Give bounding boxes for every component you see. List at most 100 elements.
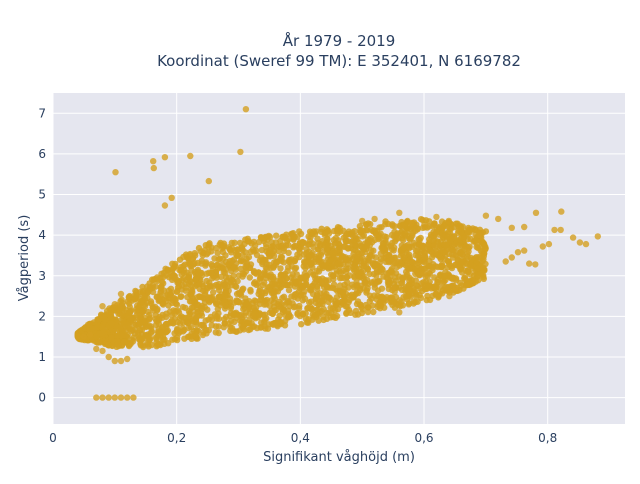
cloud-point — [287, 313, 294, 320]
cloud-point — [207, 297, 214, 304]
cloud-point — [163, 328, 170, 336]
cloud-point — [457, 279, 464, 287]
cloud-point — [394, 230, 401, 237]
cloud-point — [221, 315, 228, 323]
cloud-point — [392, 293, 400, 301]
cloud-point — [305, 248, 313, 255]
cloud-point — [449, 251, 456, 258]
cloud-point — [181, 335, 188, 342]
cloud-point — [431, 274, 438, 281]
cloud-point — [364, 304, 372, 311]
cloud-point — [154, 277, 161, 285]
cloud-point — [268, 243, 275, 251]
cloud-point — [339, 267, 347, 274]
cloud-point — [464, 281, 471, 289]
cloud-point — [332, 314, 339, 321]
cloud-point — [426, 278, 433, 285]
data-point — [446, 292, 453, 300]
cloud-point — [247, 288, 254, 295]
y-axis-ticks: 0 1 2 3 4 5 6 7 — [38, 106, 46, 404]
cloud-point — [277, 265, 284, 272]
cloud-point — [334, 228, 341, 235]
cloud-point — [172, 308, 179, 315]
cloud-point — [216, 255, 223, 262]
cloud-point — [366, 252, 373, 259]
cloud-point — [174, 279, 181, 286]
data-point — [420, 270, 428, 277]
cloud-point — [344, 279, 351, 286]
data-point — [93, 394, 100, 401]
cloud-point — [178, 282, 186, 289]
cloud-point — [359, 233, 366, 240]
cloud-point — [327, 257, 334, 264]
cloud-point — [139, 331, 146, 338]
cloud-point — [364, 308, 372, 316]
cloud-point — [229, 327, 237, 334]
cloud-point — [372, 254, 380, 261]
cloud-point — [420, 258, 428, 266]
data-point — [205, 177, 212, 185]
cloud-point — [208, 261, 215, 268]
cloud-point — [329, 305, 336, 312]
cloud-point — [373, 272, 380, 279]
x-tick-label: 0,6 — [414, 431, 433, 445]
cloud-point — [392, 270, 400, 277]
cloud-point — [272, 259, 280, 266]
cloud-point — [213, 281, 220, 288]
cloud-point — [398, 298, 405, 305]
cloud-point — [440, 278, 448, 285]
data-point — [495, 215, 502, 223]
cloud-point — [434, 252, 441, 259]
cloud-point — [304, 304, 312, 311]
cloud-point — [114, 332, 122, 339]
cloud-point — [305, 316, 312, 323]
data-point — [86, 331, 94, 338]
cloud-point — [353, 289, 360, 296]
cloud-point — [120, 338, 128, 346]
data-point — [117, 290, 125, 298]
cloud-point — [144, 341, 152, 348]
cloud-point — [215, 293, 223, 300]
data-point — [465, 248, 472, 255]
cloud-point — [165, 274, 173, 281]
cloud-point — [309, 311, 316, 318]
cloud-point — [266, 261, 273, 268]
cloud-point — [378, 244, 385, 252]
cloud-point — [269, 275, 277, 282]
data-point — [242, 106, 250, 113]
cloud-point — [126, 300, 133, 307]
cloud-point — [257, 324, 264, 331]
cloud-point — [445, 258, 452, 265]
cloud-point — [284, 237, 291, 244]
data-points — [74, 106, 601, 401]
cloud-point — [173, 287, 181, 295]
data-point — [576, 239, 584, 246]
cloud-point — [315, 311, 322, 319]
cloud-point — [472, 238, 479, 245]
cloud-point — [128, 328, 135, 335]
cloud-point — [430, 237, 437, 244]
cloud-point — [195, 280, 203, 288]
cloud-point — [286, 256, 293, 264]
cloud-point — [262, 257, 269, 264]
cloud-point — [331, 252, 338, 259]
cloud-point — [336, 282, 344, 289]
cloud-point — [358, 268, 365, 276]
cloud-point — [222, 274, 230, 281]
cloud-point — [415, 259, 422, 266]
cloud-point — [302, 280, 310, 287]
cloud-point — [138, 298, 145, 305]
cloud-point — [285, 249, 292, 256]
y-tick-label: 2 — [38, 309, 46, 323]
cloud-point — [233, 290, 241, 298]
cloud-point — [370, 308, 377, 316]
y-tick-label: 5 — [38, 188, 46, 202]
cloud-point — [99, 329, 106, 336]
cloud-point — [169, 260, 176, 267]
cloud-point — [133, 292, 140, 299]
cloud-point — [177, 328, 184, 335]
x-tick-label: 0 — [49, 431, 57, 445]
cloud-point — [351, 267, 358, 275]
cloud-point — [133, 314, 140, 321]
data-point — [371, 215, 378, 223]
